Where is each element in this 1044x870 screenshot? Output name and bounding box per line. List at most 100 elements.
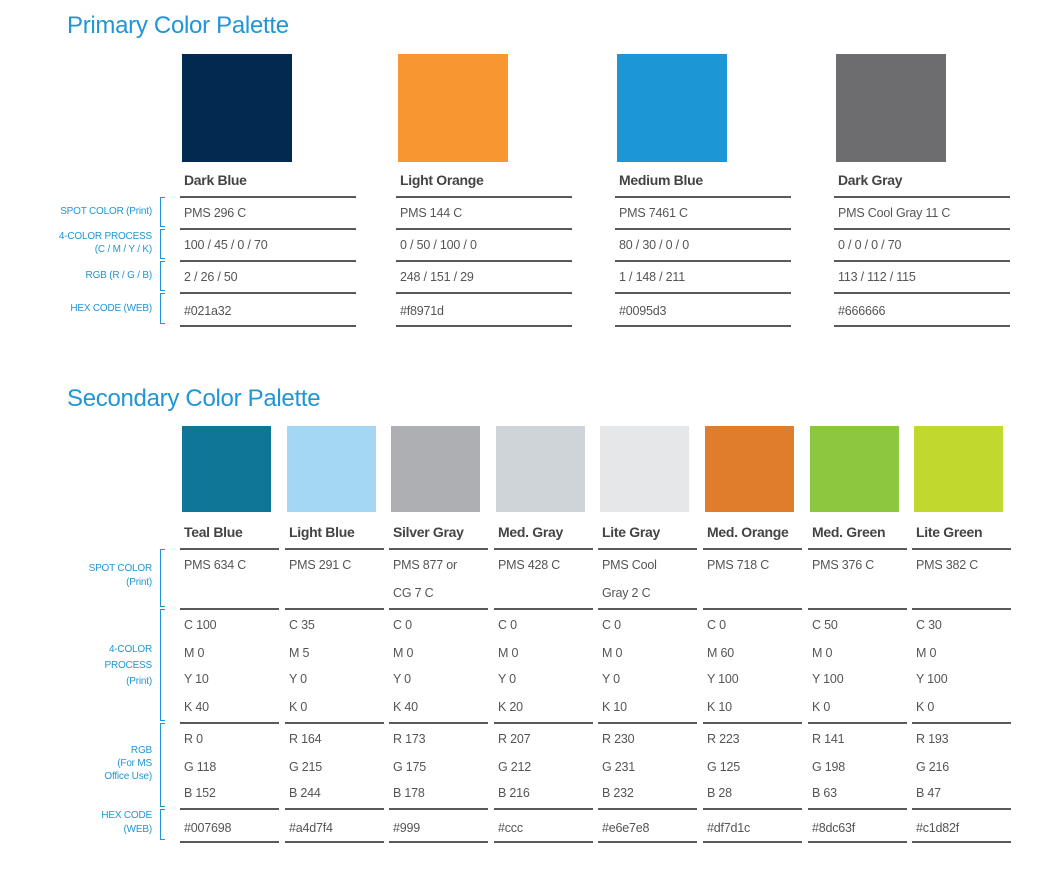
color-name: Med. Orange [707, 524, 789, 540]
process-c-value: C 100 [184, 618, 217, 632]
row-bracket-tick [160, 806, 165, 807]
row-bracket-tick [160, 609, 165, 610]
rgb-b-value: B 63 [812, 786, 837, 800]
row-divider [703, 548, 802, 550]
row-divider [396, 228, 572, 230]
process-label-line: (Print) [126, 676, 152, 687]
process-k-value: K 10 [602, 700, 627, 714]
rgb-b-value: B 178 [393, 786, 425, 800]
process-c-value: C 50 [812, 618, 838, 632]
row-divider [703, 841, 802, 843]
process-c-value: C 0 [707, 618, 726, 632]
spot-color-value: PMS 291 C [289, 558, 352, 572]
rgb-b-value: B 152 [184, 786, 216, 800]
row-divider [285, 548, 384, 550]
row-divider [389, 841, 488, 843]
process-c-value: C 0 [602, 618, 621, 632]
row-divider [808, 841, 907, 843]
row-divider [615, 292, 791, 294]
process-k-value: K 0 [289, 700, 308, 714]
color-name: Med. Green [812, 524, 886, 540]
rgb-g-value: G 215 [289, 760, 323, 774]
rgb-label: RGB (For MS Office Use) [104, 744, 152, 783]
process-y-value: Y 0 [498, 672, 516, 686]
process-label: 4-COLOR PROCESS (Print) [104, 642, 152, 690]
spot-color-value: CG 7 C [393, 586, 434, 600]
rgb-value: 2 / 26 / 50 [184, 270, 238, 284]
process-m-value: M 0 [184, 646, 205, 660]
row-divider [615, 325, 791, 327]
row-bracket-tick [160, 323, 165, 324]
color-swatch [398, 54, 508, 162]
rgb-r-value: R 193 [916, 732, 949, 746]
primary-palette-title: Primary Color Palette [67, 12, 289, 39]
spot-color-value: PMS 634 C [184, 558, 247, 572]
row-divider [598, 722, 697, 724]
row-bracket-tick [160, 226, 165, 227]
process-m-value: M 0 [602, 646, 623, 660]
row-divider [494, 808, 593, 810]
color-swatch [914, 426, 1003, 512]
spot-color-value: PMS 877 or [393, 558, 458, 572]
hex-value: #e6e7e8 [602, 821, 650, 835]
row-divider [180, 841, 279, 843]
rgb-r-value: R 173 [393, 732, 426, 746]
row-bracket-tick [160, 809, 165, 810]
row-divider [598, 548, 697, 550]
row-divider [912, 608, 1011, 610]
hex-value: #999 [393, 821, 421, 835]
process-y-value: Y 100 [916, 672, 948, 686]
color-name: Silver Gray [393, 524, 464, 540]
rgb-r-value: R 164 [289, 732, 322, 746]
process-m-value: M 5 [289, 646, 310, 660]
row-divider [808, 722, 907, 724]
process-y-value: Y 0 [289, 672, 307, 686]
row-divider [834, 196, 1010, 198]
color-name: Lite Green [916, 524, 983, 540]
row-bracket [160, 197, 161, 227]
row-divider [396, 196, 572, 198]
process-k-value: K 20 [498, 700, 523, 714]
rgb-b-value: B 232 [602, 786, 634, 800]
row-divider [494, 722, 593, 724]
spot-color-value: Gray 2 C [602, 586, 651, 600]
hex-code-label-line: (WEB) [123, 824, 153, 835]
row-divider [180, 722, 279, 724]
rgb-r-value: R 0 [184, 732, 203, 746]
row-bracket-tick [160, 229, 165, 230]
hex-value: #021a32 [184, 304, 232, 318]
spot-color-value: PMS 428 C [498, 558, 561, 572]
process-label-line: 4-COLOR [108, 644, 152, 655]
row-divider [615, 228, 791, 230]
row-divider [180, 548, 279, 550]
color-swatch [617, 54, 727, 162]
hex-value: #007698 [184, 821, 232, 835]
color-name: Med. Gray [498, 524, 563, 540]
process-k-value: K 40 [184, 700, 209, 714]
row-divider [912, 548, 1011, 550]
color-name: Dark Blue [184, 172, 247, 188]
color-swatch [705, 426, 794, 512]
rgb-b-value: B 47 [916, 786, 941, 800]
row-divider [389, 548, 488, 550]
row-divider [494, 841, 593, 843]
row-divider [180, 196, 356, 198]
rgb-b-value: B 244 [289, 786, 321, 800]
process-y-value: Y 100 [812, 672, 844, 686]
hex-value: #666666 [838, 304, 886, 318]
process-y-value: Y 100 [707, 672, 739, 686]
rgb-value: 248 / 151 / 29 [400, 270, 474, 284]
rgb-r-value: R 223 [707, 732, 740, 746]
rgb-r-value: R 207 [498, 732, 531, 746]
rgb-g-value: G 118 [184, 760, 217, 774]
row-divider [834, 260, 1010, 262]
hex-value: #c1d82f [916, 821, 960, 835]
rgb-value: 1 / 148 / 211 [619, 270, 685, 284]
row-divider [396, 260, 572, 262]
color-swatch [496, 426, 585, 512]
hex-value: #8dc63f [812, 821, 856, 835]
spot-color-label-line: SPOT COLOR [88, 563, 153, 574]
row-divider [703, 808, 802, 810]
row-divider [598, 608, 697, 610]
process-value: 100 / 45 / 0 / 70 [184, 238, 268, 252]
